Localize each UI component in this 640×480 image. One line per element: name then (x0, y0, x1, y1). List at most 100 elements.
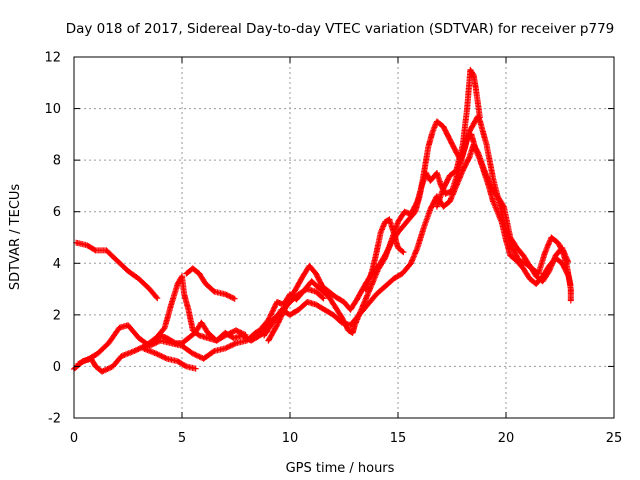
data-point-markers (321, 306, 335, 318)
data-point-markers (369, 251, 379, 274)
y-tick-label: 12 (44, 51, 61, 66)
data-point-markers (287, 307, 301, 318)
data-point-markers (282, 289, 297, 311)
data-point-markers (274, 305, 288, 329)
data-point-markers (414, 225, 427, 251)
data-point-markers (474, 149, 487, 172)
data-point-markers (319, 283, 331, 294)
data-point-markers (403, 209, 418, 225)
data-point-markers (373, 284, 387, 298)
data-point-markers (364, 277, 377, 298)
chart-title: Day 018 of 2017, Sidereal Day-to-day VTE… (66, 21, 615, 37)
data-point-markers (395, 244, 407, 256)
data-point-markers (440, 173, 453, 192)
x-tick-label: 15 (390, 431, 407, 446)
data-point-markers (332, 293, 346, 305)
data-point-markers (446, 184, 459, 205)
data-point-markers (467, 66, 476, 77)
data-point-markers (161, 303, 174, 331)
data-point-markers (312, 288, 327, 302)
y-tick-label: 10 (44, 102, 61, 117)
data-point-markers (440, 123, 453, 142)
data-points (71, 66, 574, 375)
y-tick-label: 6 (53, 205, 61, 220)
series-arc-11 (433, 66, 483, 210)
data-point-markers (254, 318, 271, 336)
data-point-markers (347, 297, 360, 313)
data-point-markers (325, 288, 338, 299)
data-point-markers (382, 276, 396, 290)
data-point-markers (325, 293, 338, 309)
data-point-markers (472, 84, 481, 105)
data-point-markers (330, 311, 344, 325)
data-point-markers (86, 351, 100, 362)
data-point-markers (114, 257, 130, 273)
series-arc-4 (140, 345, 199, 372)
x-tick-label: 10 (282, 431, 299, 446)
data-point-markers (554, 239, 565, 253)
data-point-markers (399, 261, 413, 277)
data-point-markers (179, 335, 191, 347)
data-point-markers (481, 167, 494, 188)
data-point-markers (453, 168, 466, 189)
data-point-markers (222, 340, 238, 352)
data-point-markers (520, 265, 532, 281)
y-tick-label: 0 (53, 360, 61, 375)
data-point-markers (135, 275, 152, 291)
axis-ticks: 0 5 10 15 20 25 -2 0 2 4 6 8 10 12 (44, 51, 622, 447)
data-point-markers (202, 280, 217, 294)
data-point-markers (153, 350, 169, 361)
data-point-markers (433, 118, 446, 129)
data-point-markers (183, 363, 199, 372)
data-point-markers (265, 300, 280, 323)
y-tick-label: 2 (53, 308, 61, 323)
data-point-markers (541, 235, 554, 256)
data-point-markers (222, 291, 238, 302)
data-point-markers (440, 199, 452, 210)
data-point-markers (356, 302, 370, 318)
data-point-markers (84, 242, 98, 253)
y-tick-label: -2 (48, 412, 61, 427)
plot-frame (73, 56, 615, 419)
series-arc-9 (265, 113, 574, 344)
data-point-markers (459, 155, 472, 174)
data-point-markers (105, 326, 122, 347)
data-point-markers (312, 301, 327, 312)
data-point-markers (513, 244, 526, 258)
data-point-markers (390, 271, 405, 282)
y-tick-label: 8 (53, 154, 61, 169)
data-point-markers (390, 229, 401, 250)
data-point-markers (125, 268, 141, 281)
data-point-markers (347, 313, 362, 329)
data-point-markers (503, 237, 513, 258)
data-point-markers (317, 286, 331, 299)
x-tick-label: 0 (70, 431, 78, 446)
data-point-markers (248, 333, 262, 344)
data-point-markers (466, 122, 476, 135)
data-point-markers (293, 289, 305, 303)
data-point-markers (125, 322, 141, 340)
data-point-markers (453, 143, 466, 174)
x-tick-label: 25 (606, 431, 623, 446)
x-axis-label: GPS time / hours (286, 461, 395, 476)
data-point-markers (446, 168, 459, 179)
data-point-markers (408, 246, 420, 267)
data-point-markers (200, 348, 217, 362)
data-point-markers (185, 330, 197, 342)
data-point-markers (362, 269, 375, 293)
data-point-markers (198, 319, 211, 335)
x-tick-label: 5 (178, 431, 186, 446)
y-tick-label: 4 (53, 257, 61, 272)
data-point-markers (548, 234, 560, 245)
data-point-markers (291, 274, 306, 295)
series-arc-10 (362, 216, 407, 293)
data-point-markers (395, 220, 409, 236)
data-point-markers (382, 240, 394, 259)
data-point-markers (539, 269, 552, 285)
data-point-markers (103, 247, 120, 263)
data-point-markers (490, 198, 500, 214)
data-point-markers (446, 136, 459, 155)
data-point-markers (474, 100, 483, 121)
